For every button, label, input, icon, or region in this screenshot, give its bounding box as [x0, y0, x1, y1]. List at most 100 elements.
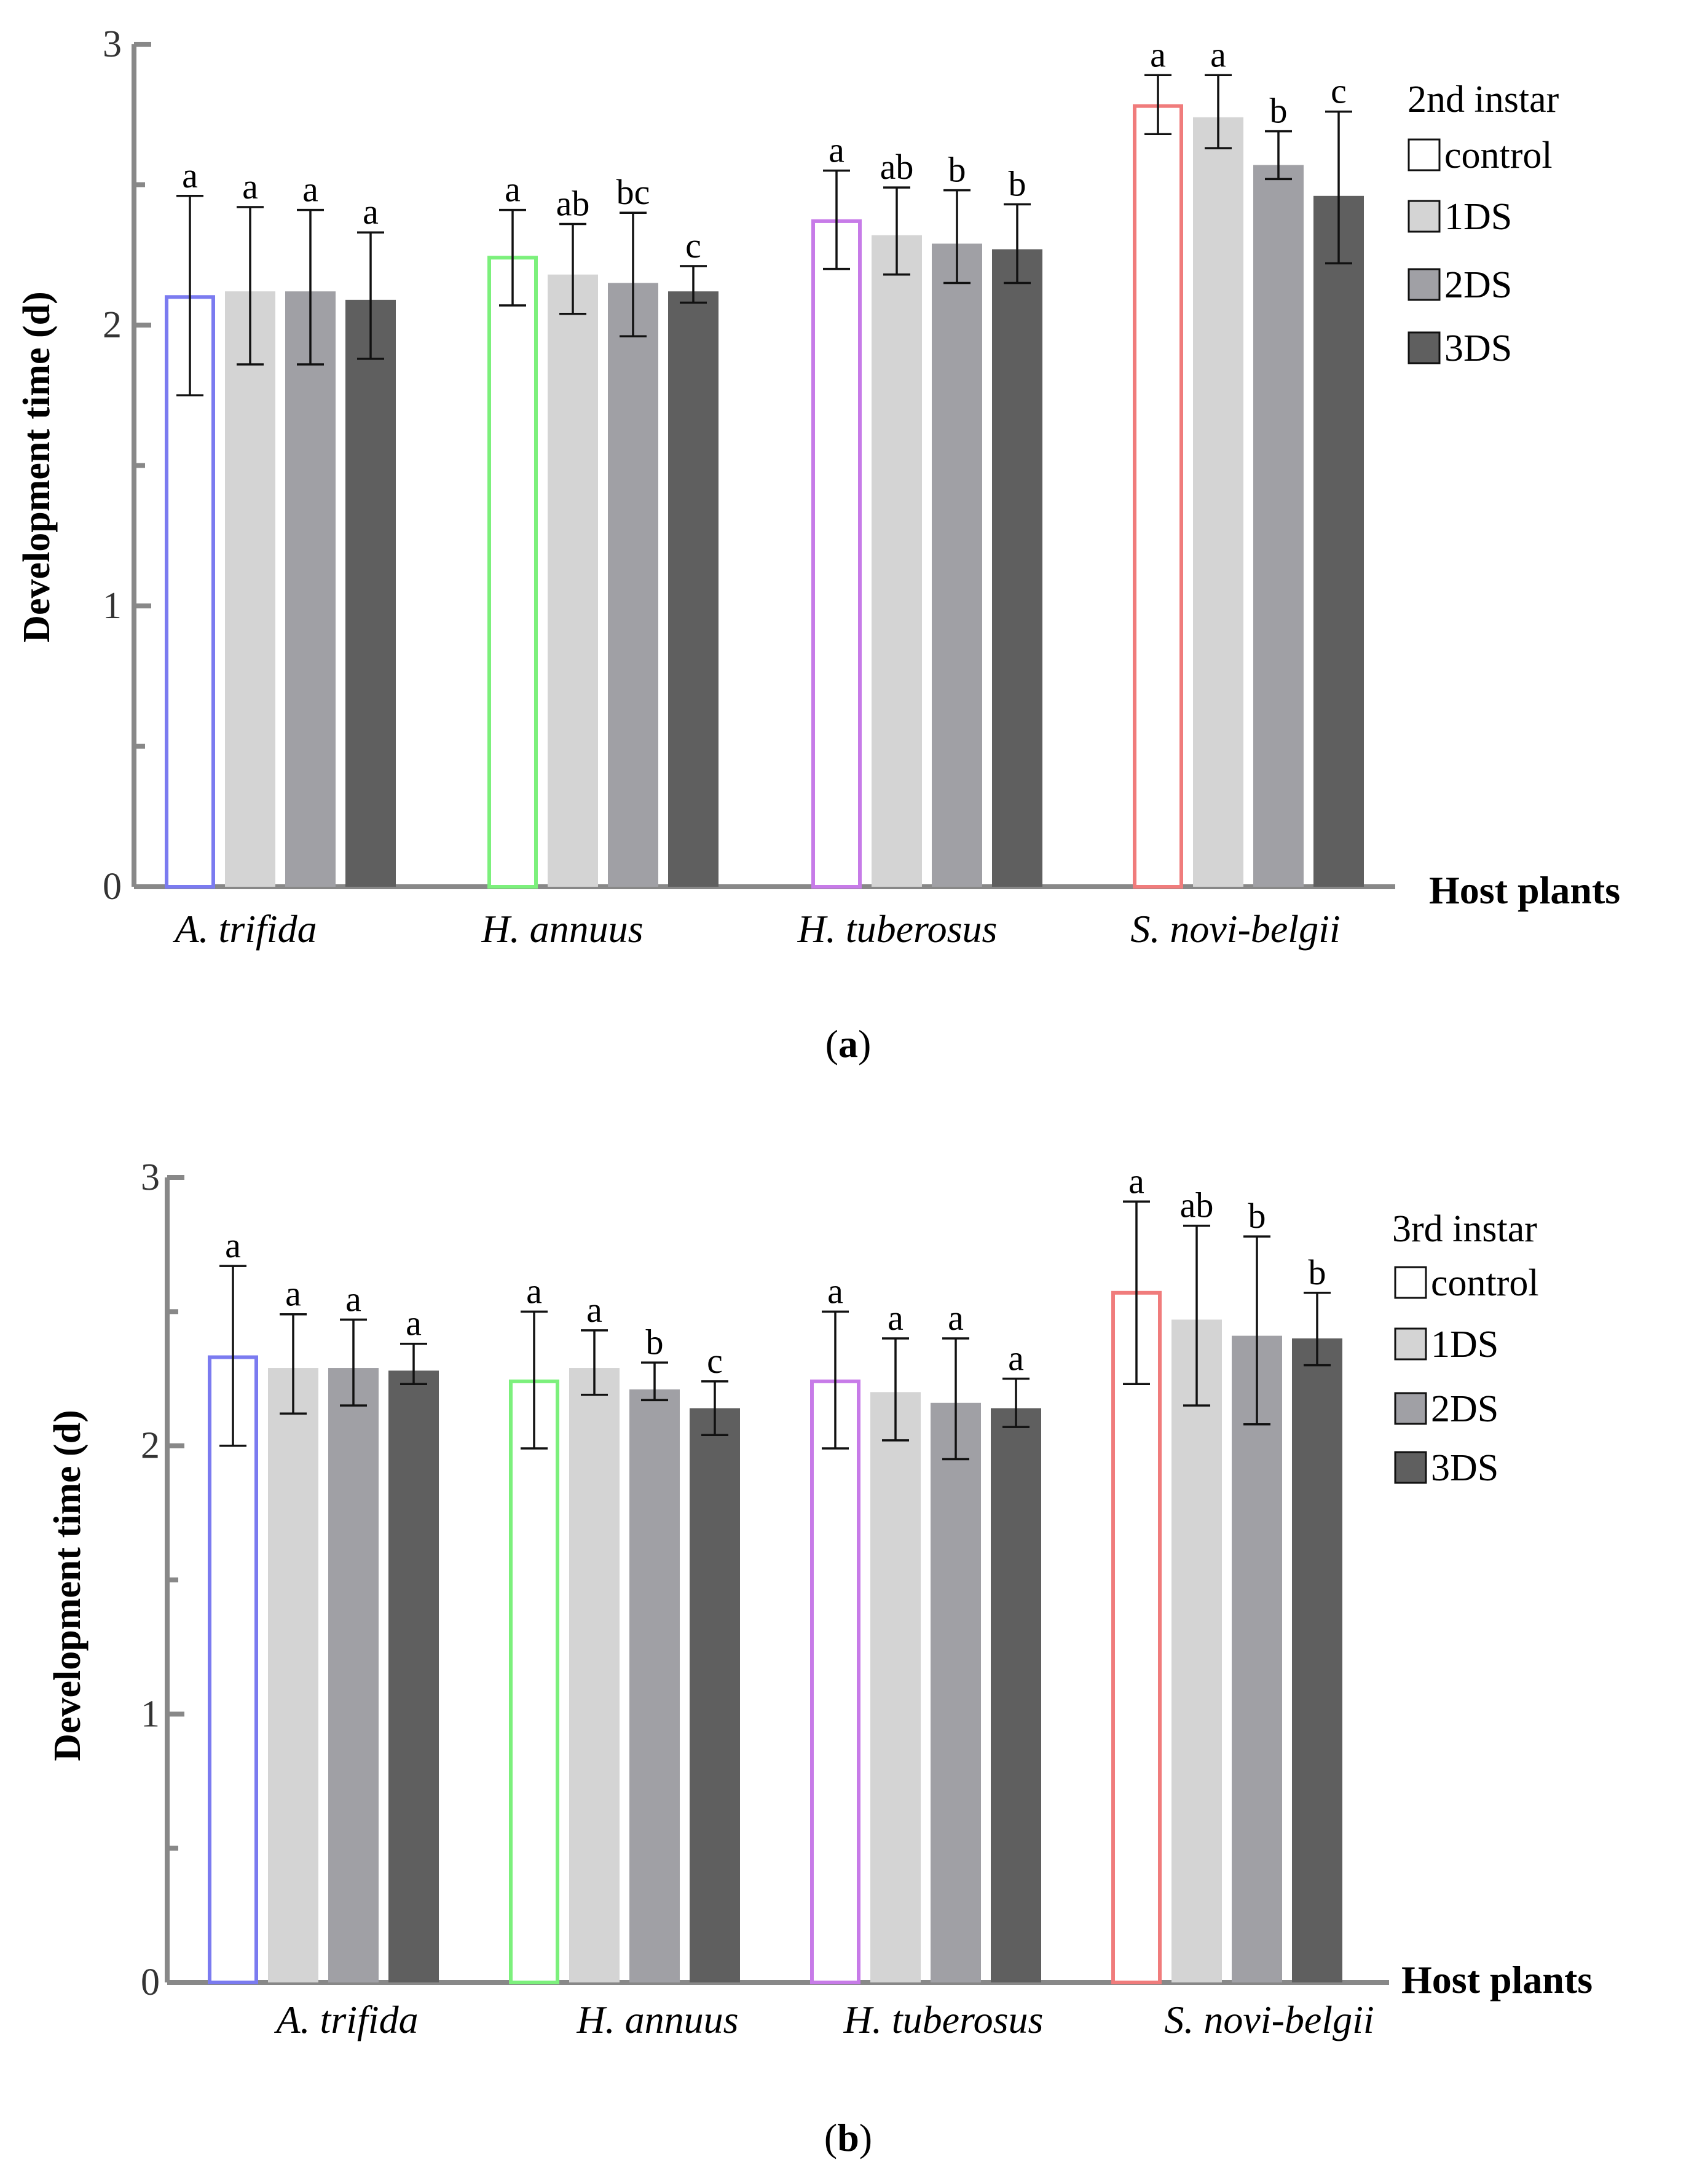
caption-letter: b [837, 2116, 859, 2159]
bar [629, 1389, 680, 1982]
bar [569, 1368, 620, 1982]
significance-letter: b [1270, 91, 1288, 131]
bar [870, 1392, 921, 1982]
significance-letter: b [646, 1322, 664, 1362]
significance-letter: a [827, 1271, 843, 1311]
bar [1232, 1335, 1282, 1982]
significance-letter: b [1248, 1196, 1266, 1236]
bar [991, 1408, 1041, 1982]
caption-letter: a [838, 1022, 858, 1066]
y-tick-label: 3 [141, 1157, 160, 1198]
legend-swatch [1408, 138, 1441, 171]
category-label: H. annuus [576, 1998, 738, 2041]
bar [1111, 1290, 1162, 1984]
significance-letter: a [285, 1274, 301, 1314]
significance-letter: a [829, 130, 845, 170]
legend-label: 1DS [1431, 1324, 1498, 1365]
caption-paren: ) [858, 1022, 871, 1066]
bar [285, 291, 336, 887]
significance-letter: a [182, 155, 198, 195]
y-tick-label: 3 [103, 23, 122, 65]
bar [811, 219, 862, 889]
bar [208, 1355, 258, 1984]
bar [1193, 117, 1243, 887]
bar [509, 1379, 559, 1985]
category-label: A. trifida [274, 1998, 418, 2041]
chart-panel-b: 0 1 2 3 Development time (d) Host plants A. tr… [47, 1157, 1593, 2159]
category-label: H. annuus [481, 907, 643, 951]
bar [1292, 1338, 1342, 1982]
significance-letter: c [1331, 71, 1347, 111]
significance-letter: ab [1180, 1185, 1214, 1225]
y-tick-label: 1 [141, 1693, 160, 1735]
significance-letter: b [1009, 163, 1026, 203]
legend-swatch [1394, 1392, 1427, 1425]
significance-letter: b [1309, 1252, 1326, 1292]
significance-letter: a [363, 192, 379, 232]
significance-letter: a [586, 1290, 602, 1330]
bar [872, 235, 922, 887]
caption-paren: ( [824, 2116, 837, 2159]
panel-caption: (a) [825, 1022, 872, 1066]
legend-swatch [1408, 200, 1441, 233]
caption-paren: ) [859, 2116, 872, 2159]
bar [810, 1379, 860, 1985]
category-label: H. tuberosus [843, 1998, 1044, 2041]
significance-letter: a [345, 1279, 361, 1319]
significance-letter: c [685, 226, 701, 265]
bar [487, 256, 538, 889]
bar [225, 291, 275, 887]
bar [345, 299, 396, 887]
y-tick-label: 0 [141, 1962, 160, 2003]
y-tick-label: 2 [141, 1425, 160, 1467]
significance-letter: a [406, 1303, 422, 1343]
significance-letter: c [707, 1341, 723, 1381]
bar [268, 1368, 318, 1982]
significance-letter: ab [556, 183, 590, 223]
bar [388, 1370, 439, 1982]
significance-letter: a [225, 1225, 241, 1265]
chart-panel-a: 0 1 2 3 Development time (d) Host plants A. tr… [16, 23, 1620, 1066]
significance-letter: bc [616, 172, 650, 212]
bar [548, 274, 598, 887]
category-label: S. novi-belgii [1164, 1998, 1374, 2041]
significance-letter: a [1128, 1161, 1144, 1201]
legend-swatch [1394, 1266, 1427, 1299]
y-tick-label: 0 [103, 866, 122, 908]
x-axis-title: Host plants [1401, 1958, 1593, 2001]
legend-label: 3DS [1431, 1447, 1498, 1489]
bar [1313, 195, 1364, 887]
bar [1133, 104, 1183, 889]
y-axis-label: Development time (d) [16, 291, 58, 643]
category-label: H. tuberosus [797, 907, 998, 951]
significance-letter: a [1008, 1338, 1024, 1378]
significance-letter: a [948, 1298, 964, 1338]
legend-label: 1DS [1444, 196, 1512, 238]
significance-letter: a [1210, 34, 1226, 74]
bar [328, 1368, 379, 1982]
legend-title: 2nd instar [1408, 79, 1559, 120]
category-label: A. trifida [172, 907, 317, 951]
legend-swatch [1394, 1451, 1427, 1484]
legend-swatch [1408, 331, 1441, 364]
significance-letter: a [505, 170, 521, 210]
significance-letter: a [1150, 34, 1166, 74]
y-tick-label: 1 [103, 585, 122, 627]
significance-letter: a [526, 1271, 542, 1311]
bar [1171, 1319, 1222, 1982]
panel-caption: (b) [824, 2116, 872, 2159]
bar [690, 1408, 740, 1982]
significance-letter: a [302, 170, 318, 210]
bar [608, 283, 658, 887]
y-axis-label: Development time (d) [47, 1410, 89, 1761]
legend-label: 2DS [1444, 264, 1512, 306]
bar [931, 1402, 981, 1982]
legend-label: 2DS [1431, 1388, 1498, 1430]
legend-label: control [1444, 135, 1553, 176]
significance-letter: a [242, 167, 258, 206]
legend-swatch [1394, 1327, 1427, 1361]
legend-label: 3DS [1444, 328, 1512, 369]
significance-letter: a [888, 1298, 904, 1338]
bar [932, 243, 982, 887]
